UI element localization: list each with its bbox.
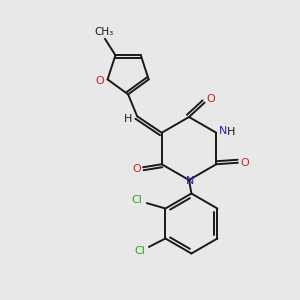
- Text: H: H: [227, 127, 236, 137]
- Text: Cl: Cl: [132, 195, 143, 205]
- Text: H: H: [124, 114, 132, 124]
- Text: N: N: [219, 126, 227, 136]
- Text: O: O: [96, 76, 104, 86]
- Text: O: O: [240, 158, 249, 168]
- Text: O: O: [132, 164, 141, 174]
- Text: Cl: Cl: [134, 246, 145, 256]
- Text: O: O: [206, 94, 215, 104]
- Text: CH₃: CH₃: [95, 27, 114, 37]
- Text: N: N: [185, 176, 194, 186]
